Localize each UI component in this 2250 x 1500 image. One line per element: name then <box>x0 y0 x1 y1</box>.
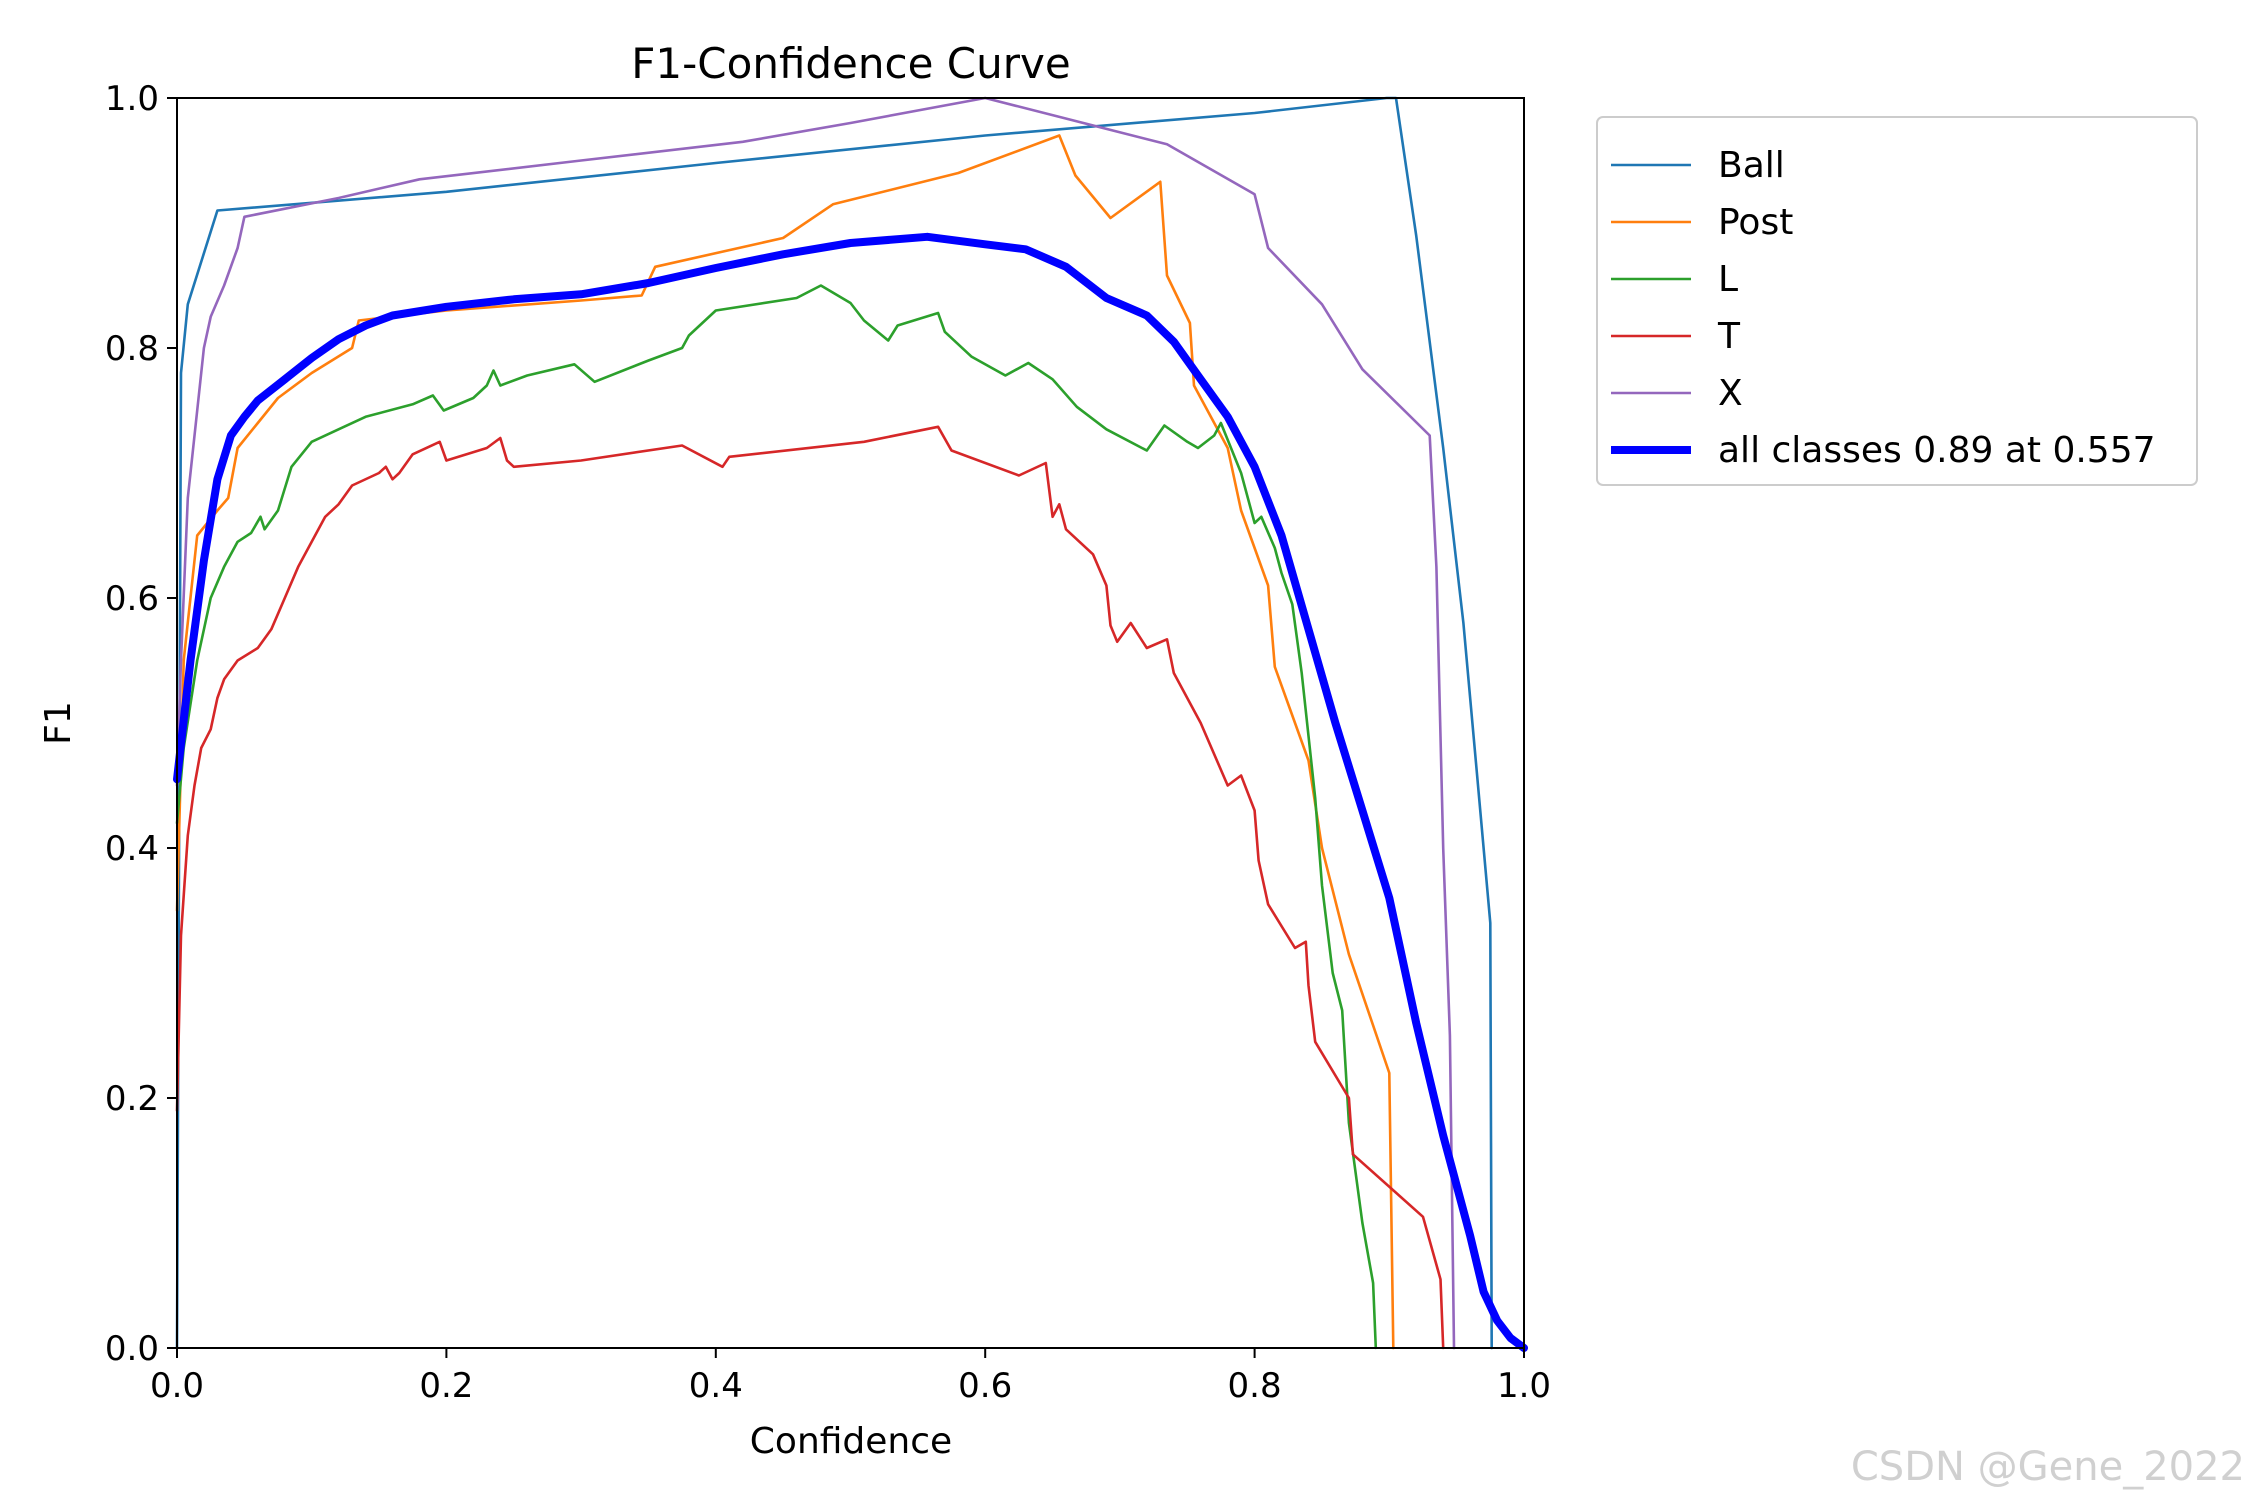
series-line-1 <box>175 134 1395 1350</box>
y-axis-label: F1 <box>38 701 79 745</box>
legend-label: Post <box>1718 202 1793 243</box>
plot-frame <box>176 97 1525 1349</box>
x-tick-label: 0.4 <box>689 1366 743 1406</box>
legend-label: all classes 0.89 at 0.557 <box>1718 430 2156 471</box>
y-tick-label: 0.8 <box>105 329 159 369</box>
legend-label: X <box>1718 373 1743 414</box>
legend-label: Ball <box>1718 145 1785 186</box>
y-tick-label: 0.2 <box>105 1079 159 1119</box>
y-tick-label: 1.0 <box>105 79 159 119</box>
watermark: CSDN @Gene_2022 <box>1851 1444 2245 1490</box>
chart-title: F1-Confidence Curve <box>631 39 1070 88</box>
y-axis-ticks: 0.0 0.2 0.4 0.6 0.8 1.0 <box>105 79 177 1369</box>
series-line-3 <box>175 425 1445 1350</box>
x-tick-label: 0.8 <box>1228 1366 1282 1406</box>
x-axis-label: Confidence <box>750 1421 952 1462</box>
legend-box <box>1596 116 2198 486</box>
y-tick-label: 0.4 <box>105 829 159 869</box>
legend-label: L <box>1718 259 1738 300</box>
y-tick-label: 0.0 <box>105 1329 159 1369</box>
series-line-4 <box>175 96 1456 1350</box>
x-tick-label: 0.0 <box>150 1366 204 1406</box>
plot-series <box>173 96 1528 1352</box>
series-line-5 <box>173 232 1528 1352</box>
x-tick-label: 1.0 <box>1497 1366 1551 1406</box>
legend-label: T <box>1717 316 1741 357</box>
y-tick-label: 0.6 <box>105 579 159 619</box>
x-tick-label: 0.6 <box>958 1366 1012 1406</box>
x-tick-label: 0.2 <box>419 1366 473 1406</box>
series-line-2 <box>175 284 1378 1350</box>
x-axis-ticks: 0.0 0.2 0.4 0.6 0.8 1.0 <box>150 1348 1551 1406</box>
series-line-0 <box>175 96 1493 1350</box>
